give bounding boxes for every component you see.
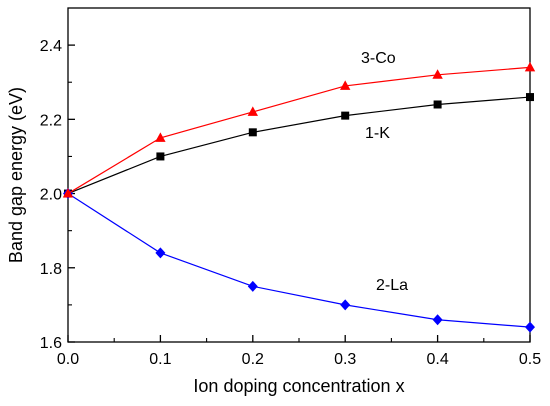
y-tick-label: 2.2 — [40, 112, 62, 129]
point-1-k — [156, 152, 165, 161]
x-tick-label: 0.2 — [242, 351, 264, 368]
series-label-2-la: 2-La — [376, 277, 408, 294]
axis-ticks: 0.0 0.1 0.2 0.3 0.4 0.5 1.6 1.8 2.0 2.2 2.4 — [40, 38, 541, 368]
point-3-co — [340, 80, 351, 90]
point-2-la — [155, 247, 166, 259]
x-axis-title: Ion doping concentration x — [193, 376, 404, 396]
point-1-k — [248, 128, 257, 137]
x-tick-label: 0.1 — [149, 351, 171, 368]
point-3-co — [62, 188, 74, 198]
point-3-co — [524, 61, 536, 72]
x-tick-label: 0.5 — [519, 351, 541, 368]
x-tick-label: 0.4 — [426, 351, 448, 368]
series-line-2-la — [67, 193, 531, 328]
point-3-co — [432, 69, 443, 79]
point-3-co — [247, 106, 258, 116]
point-2-la — [432, 314, 443, 326]
series-label-1-k: 1-K — [365, 125, 390, 142]
plot-frame — [67, 7, 531, 343]
point-3-co — [155, 132, 166, 142]
series-layer — [62, 61, 536, 333]
series-line-3-co — [67, 66, 531, 195]
y-axis-title: Band gap energy (eV) — [6, 87, 26, 263]
x-tick-label: 0.0 — [57, 351, 79, 368]
series-label-3-co: 3-Co — [361, 50, 396, 67]
y-tick-label: 2.4 — [40, 38, 62, 55]
series-line-1-k — [67, 96, 531, 195]
point-1-k — [433, 100, 442, 109]
point-2-la — [340, 299, 351, 311]
x-tick-label: 0.3 — [334, 351, 356, 368]
y-tick-label: 2.0 — [40, 187, 62, 204]
point-1-k — [526, 93, 534, 102]
point-2-la — [247, 280, 258, 292]
point-1-k — [341, 111, 350, 120]
y-tick-label: 1.6 — [40, 335, 62, 352]
point-2-la — [525, 321, 535, 333]
y-tick-label: 1.8 — [40, 261, 62, 278]
